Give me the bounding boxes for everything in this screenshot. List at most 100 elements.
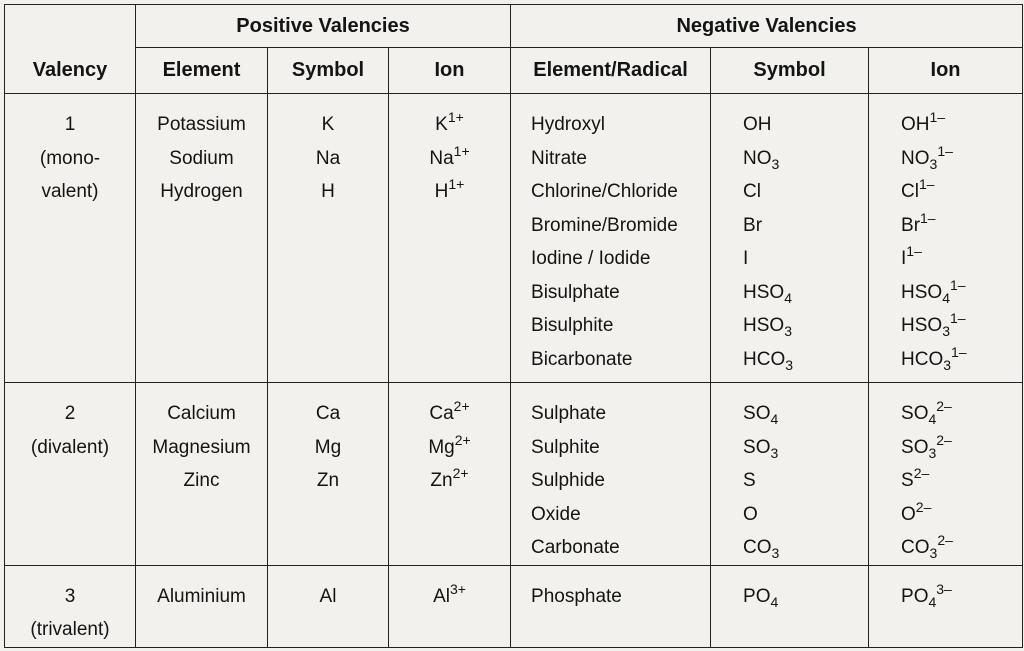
valency-cell: 3 (trivalent) — [4, 564, 136, 648]
charge-superscript: 2– — [937, 532, 953, 548]
negative-ion: S2– — [869, 464, 1022, 498]
subscript: 4 — [784, 289, 792, 306]
negative-ion: CO32– — [869, 531, 1022, 565]
negative-symbol: CO3 — [711, 531, 868, 565]
symbol-base: HSO — [743, 281, 785, 303]
charge-superscript: 2– — [936, 431, 952, 448]
symbol-cell: Al — [267, 564, 389, 648]
radical-name: Nitrate — [531, 147, 587, 169]
charge-superscript: 1– — [951, 343, 967, 360]
ion-base: HCO — [901, 348, 944, 370]
negative-ion-cell: PO43– — [868, 564, 1024, 648]
symbol-cell: K Na H — [267, 93, 389, 383]
radical-name: Phosphate — [531, 585, 622, 607]
positive-ion: Ca2+ — [389, 397, 510, 431]
element-symbol: Na — [315, 147, 341, 169]
subscript: 3 — [929, 545, 938, 561]
charge-superscript: 1– — [937, 142, 953, 159]
charge-superscript: 1– — [929, 109, 946, 125]
valency-text: valent) — [41, 181, 99, 202]
positive-ion: Al3+ — [389, 580, 510, 614]
negative-valencies-header: Negative Valencies — [510, 4, 1024, 48]
ion-cell: Ca2+ Mg2+ Zn2+ — [387, 382, 512, 566]
element-name: Hydrogen — [160, 181, 243, 202]
charge-superscript: 2+ — [452, 465, 469, 481]
valency-text: 2 — [64, 403, 76, 424]
charge-superscript: 1– — [950, 310, 966, 326]
symbol-base: I — [743, 248, 749, 269]
negative-symbol: SO3 — [711, 431, 868, 465]
table-row: 1 (mono-valent) Potassium Sodium Hydrogen K Na… — [4, 93, 1024, 383]
negative-ion-cell: OH1– NO31– Cl1– Br1– I1– HSO41– HSO31– HCO31– — [868, 93, 1024, 383]
symbol-base: SO — [743, 403, 771, 424]
negative-symbol: OH — [711, 108, 868, 142]
element-symbol: H — [321, 181, 335, 202]
negative-ion-cell: SO42– SO32– S2– O2– CO32– — [868, 382, 1024, 566]
subscript: 3 — [771, 155, 780, 172]
valency-text: (divalent) — [30, 436, 110, 458]
negative-symbol: HSO3 — [711, 309, 868, 343]
valency-column-header: Valency — [4, 47, 136, 94]
ion-base: SO — [901, 436, 929, 458]
ion-base: NO — [901, 147, 930, 169]
negative-symbol: NO3 — [711, 142, 868, 176]
symbol-base: HCO — [743, 348, 786, 370]
ion-base: HSO — [901, 315, 943, 336]
negative-ion: Br1– — [869, 209, 1022, 243]
negative-symbol-cell: PO4 — [710, 564, 870, 648]
element-symbol: Mg — [314, 436, 342, 458]
negative-ion: HSO41– — [869, 276, 1022, 310]
symbol-base: S — [743, 470, 756, 491]
symbol-base: HSO — [743, 315, 785, 336]
negative-ion: PO43– — [869, 580, 1022, 614]
element-cell: Potassium Sodium Hydrogen — [135, 93, 268, 383]
table-row: 2 (divalent) Calcium Magnesium Zinc Ca Mg Zn Ca2… — [4, 382, 1024, 566]
subscript: 4 — [928, 593, 937, 610]
symbol-base: O — [743, 503, 758, 525]
charge-superscript: 1– — [918, 176, 935, 192]
element-name: Calcium — [167, 403, 236, 424]
ion-base: HSO — [901, 281, 943, 303]
charge-superscript: 1– — [950, 276, 966, 293]
radical-name: Sulphite — [531, 436, 600, 458]
element-symbol: K — [321, 114, 335, 135]
radical-name: Bicarbonate — [531, 348, 633, 370]
charge-superscript: 1– — [920, 209, 936, 226]
element-radical-column-header: Element/Radical — [510, 47, 712, 94]
charge-superscript: 1– — [906, 243, 922, 259]
valency-table: Positive Valencies Negative Valencies Va… — [4, 4, 1024, 648]
charge-superscript: 2– — [936, 398, 952, 414]
negative-symbol: S — [711, 464, 868, 498]
symbol-base: NO — [743, 147, 772, 169]
subscript: 3 — [784, 323, 792, 339]
charge-superscript: 3– — [936, 580, 952, 597]
ion-base: CO — [901, 537, 930, 558]
charge-superscript: 2+ — [453, 398, 470, 414]
negative-symbol-column-header: Symbol — [710, 47, 870, 94]
element-name: Zinc — [183, 470, 220, 491]
negative-symbol: Cl — [711, 175, 868, 209]
ion-cell: K1+ Na1+ H1+ — [387, 93, 512, 383]
charge-superscript: 1+ — [453, 142, 470, 159]
symbol-base: Cl — [743, 181, 761, 202]
valency-cell: 1 (mono-valent) — [4, 93, 136, 383]
negative-ion: I1– — [869, 242, 1022, 276]
negative-symbol-cell: OH NO3 Cl Br I HSO4 HSO3 HCO3 — [710, 93, 870, 383]
ion-base: Al — [433, 585, 450, 607]
negative-symbol: I — [711, 242, 868, 276]
blank-corner-cell — [4, 4, 136, 48]
negative-symbol-cell: SO4 SO3 S O CO3 — [710, 382, 870, 566]
ion-base: H — [434, 181, 449, 202]
symbol-base: CO — [743, 537, 772, 558]
element-name: Sodium — [169, 147, 234, 169]
subscript: 3 — [785, 356, 794, 373]
positive-ion: Na1+ — [389, 142, 510, 176]
element-symbol: Zn — [316, 470, 340, 491]
element-symbol: Ca — [315, 403, 341, 424]
symbol-cell: Ca Mg Zn — [267, 382, 389, 566]
valency-text: 1 — [64, 114, 76, 135]
radical-name: Bromine/Bromide — [531, 214, 678, 236]
positive-valencies-header: Positive Valencies — [134, 4, 512, 48]
radical-name: Oxide — [531, 503, 581, 525]
negative-symbol: HSO4 — [711, 276, 868, 310]
